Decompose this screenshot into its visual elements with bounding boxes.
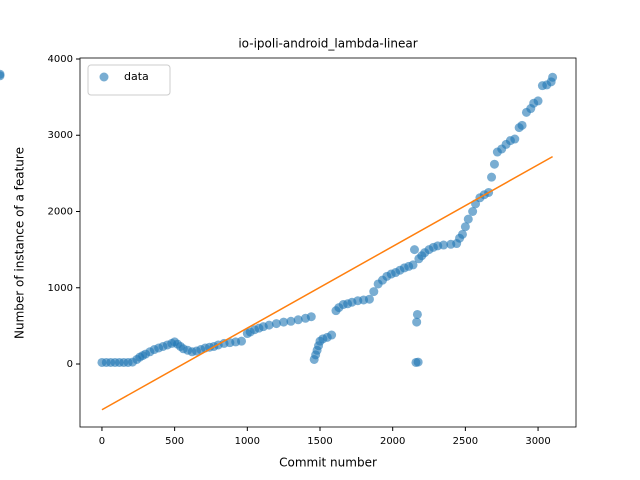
data-point (279, 317, 289, 327)
x-tick-label: 500 (165, 436, 184, 447)
data-point (489, 159, 499, 169)
data-point (413, 357, 423, 367)
y-tick-label: 4000 (48, 54, 73, 65)
data-point (364, 294, 374, 304)
data-point (457, 229, 467, 239)
y-tick-label: 1000 (48, 283, 73, 294)
data-point (306, 312, 316, 322)
x-tick-label: 2500 (453, 436, 478, 447)
data-point (237, 336, 247, 346)
data-point (517, 120, 527, 130)
x-tick-label: 2000 (380, 436, 405, 447)
data-point (293, 315, 303, 325)
data-point (533, 96, 543, 106)
data-point (468, 207, 478, 217)
x-tick-label: 0 (99, 436, 105, 447)
data-point (412, 317, 422, 327)
data-point (463, 214, 473, 224)
data-point (369, 287, 379, 297)
data-point (286, 316, 296, 326)
legend-swatch (99, 72, 109, 82)
data-point (412, 309, 422, 319)
data-point (408, 260, 418, 270)
x-axis-label: Commit number (279, 456, 377, 470)
data-point (487, 172, 497, 182)
y-tick-label: 3000 (48, 130, 73, 141)
data-point (327, 330, 337, 340)
data-point (409, 245, 419, 255)
data-point (264, 320, 274, 330)
data-point (510, 134, 520, 144)
legend-label: data (124, 70, 149, 83)
y-tick-label: 2000 (48, 207, 73, 218)
chart-title: io-ipoli-android_lambda-linear (238, 37, 417, 51)
x-tick-label: 1000 (235, 436, 260, 447)
data-point (0, 69, 5, 79)
y-tick-label: 0 (67, 359, 73, 370)
x-tick-label: 1500 (307, 436, 332, 447)
x-tick-label: 3000 (525, 436, 550, 447)
plot-frame (79, 57, 577, 428)
y-axis-label: Number of instance of a feature (13, 147, 27, 339)
legend-box (87, 64, 171, 96)
fit-line (101, 155, 553, 411)
data-point (548, 72, 558, 82)
data-point (460, 222, 470, 232)
data-point (439, 240, 449, 250)
data-point (271, 319, 281, 329)
